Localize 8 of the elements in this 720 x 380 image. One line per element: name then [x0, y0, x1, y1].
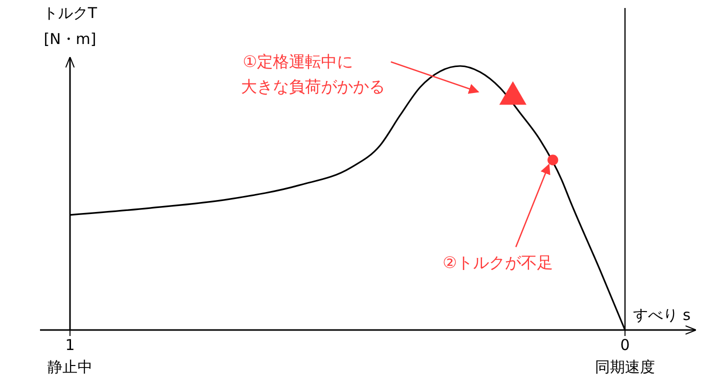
annotation: ②トルクが不足 — [442, 252, 554, 272]
x-axis-title: すべり s — [633, 306, 691, 324]
annotation: ①定格運転中に大きな負荷がかかる — [240, 52, 385, 96]
y-axis-title: トルクT [N・m] — [42, 4, 98, 48]
x-tick-label: 1 — [65, 336, 75, 354]
text: 静止中 — [48, 358, 92, 376]
x-tick-label: 0 — [620, 336, 630, 354]
text: 同期速度 — [595, 358, 655, 376]
